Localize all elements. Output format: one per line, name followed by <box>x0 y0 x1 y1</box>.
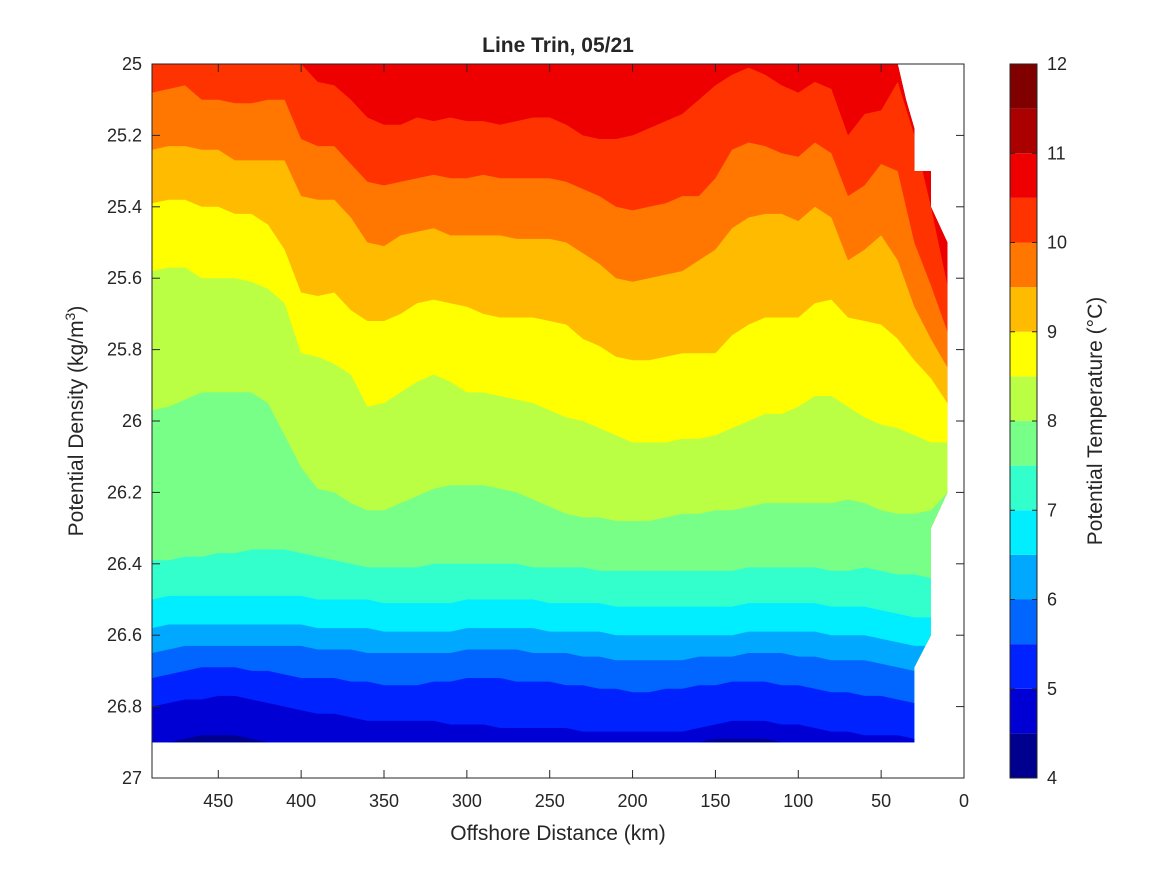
colorbar-ticks: 4 5 6 7 8 9 10 11 12 <box>1010 54 1067 788</box>
y-axis-label-end: ) <box>65 306 88 313</box>
colorbar-block <box>1010 421 1037 466</box>
colorbar-tick-label: 8 <box>1047 411 1057 431</box>
colorbar-block <box>1010 197 1037 243</box>
colorbar-block <box>1010 376 1037 421</box>
colorbar-tick-label: 4 <box>1047 768 1057 788</box>
contour-band <box>152 695 948 743</box>
x-tick-label: 50 <box>871 791 891 811</box>
y-tick-label: 26.8 <box>107 697 142 717</box>
colorbar-block <box>1010 64 1037 109</box>
colorbar-block <box>1010 688 1037 734</box>
contour-fills <box>152 64 948 743</box>
x-tick-label: 450 <box>203 791 233 811</box>
colorbar-tick-label: 7 <box>1047 500 1057 520</box>
colorbar-tick-label: 9 <box>1047 322 1057 342</box>
y-tick-label: 25.2 <box>107 125 142 145</box>
colorbar-block <box>1010 153 1037 198</box>
y-tick-label: 25.6 <box>107 268 142 288</box>
colorbar-tick-label: 6 <box>1047 590 1057 610</box>
x-axis: 450 400 350 300 250 200 150 100 50 0 <box>203 64 969 811</box>
colorbar-block <box>1010 242 1037 288</box>
x-tick-label: 350 <box>369 791 399 811</box>
colorbar-block <box>1010 331 1037 377</box>
colorbar: 4 5 6 7 8 9 10 11 12 <box>1009 54 1067 788</box>
y-tick-label: 25 <box>122 54 142 74</box>
y-tick-label: 27 <box>122 768 142 788</box>
colorbar-block <box>1010 510 1037 555</box>
colorbar-tick-label: 12 <box>1047 54 1067 74</box>
colorbar-tick-label: 10 <box>1047 233 1067 253</box>
colorbar-block <box>1010 465 1037 511</box>
x-tick-label: 100 <box>783 791 813 811</box>
y-tick-label: 26.4 <box>107 554 142 574</box>
x-tick-label: 150 <box>700 791 730 811</box>
x-tick-label: 300 <box>452 791 482 811</box>
y-axis-label-main: Potential Density (kg/m <box>65 320 88 536</box>
y-tick-label: 25.8 <box>107 340 142 360</box>
y-tick-label: 26.6 <box>107 625 142 645</box>
colorbar-block <box>1010 554 1037 600</box>
colorbar-block <box>1010 287 1037 332</box>
colorbar-block <box>1010 644 1037 689</box>
x-tick-label: 200 <box>618 791 648 811</box>
chart-title: Line Trin, 05/21 <box>482 34 634 57</box>
colorbar-label: Potential Temperature (°C) <box>1084 297 1107 545</box>
y-tick-label: 26 <box>122 411 142 431</box>
colorbar-blocks <box>1010 64 1037 778</box>
y-axis-label-sup: 3 <box>62 312 78 320</box>
colorbar-tick-label: 11 <box>1047 143 1066 163</box>
plot-area: 450 400 350 300 250 200 150 100 50 0 2525.225.425… <box>107 54 969 811</box>
colorbar-block <box>1010 599 1037 645</box>
y-tick-label: 25.4 <box>107 197 142 217</box>
x-tick-label: 400 <box>286 791 316 811</box>
x-axis-label: Offshore Distance (km) <box>450 822 666 845</box>
colorbar-block <box>1010 733 1037 778</box>
x-tick-label: 0 <box>959 791 969 811</box>
colorbar-block <box>1010 108 1037 154</box>
x-tick-label: 250 <box>535 791 565 811</box>
colorbar-tick-label: 5 <box>1047 679 1057 699</box>
y-axis-label: Potential Density (kg/m3) <box>62 306 88 537</box>
y-axis: 25 25.2 25.4 25.6 25.8 26 26.2 26.4 26.6 26.8 27 <box>107 54 964 788</box>
y-tick-label: 26.2 <box>107 482 142 502</box>
